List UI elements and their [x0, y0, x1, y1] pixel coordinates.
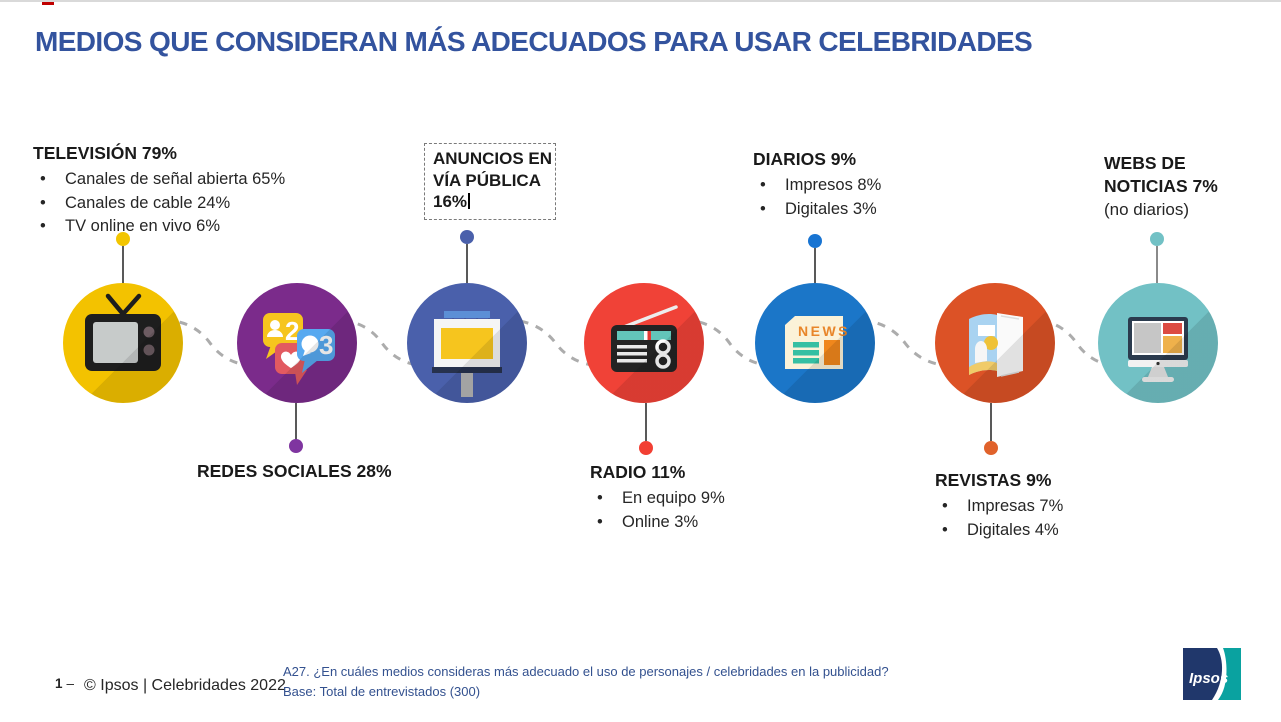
revistas-pin-dot — [984, 441, 998, 455]
footer-copyright-block: 1– © Ipsos | Celebridades 2022 — [55, 676, 286, 695]
diarios-bullets: Impresos 8% Digitales 3% — [753, 174, 881, 221]
webs-title-line2: NOTICIAS 7% — [1104, 176, 1218, 196]
bullet-item: TV online en vivo 6% — [33, 215, 285, 239]
redes-pin-dot — [289, 439, 303, 453]
footer-note-block: A27. ¿En cuáles medios consideras más ad… — [283, 662, 923, 702]
diarios-title: DIARIOS 9% — [753, 149, 857, 169]
red-mark — [42, 2, 54, 5]
television-pin-stem — [122, 246, 124, 283]
news-masthead: NEWS — [798, 323, 850, 339]
magazine-icon — [969, 313, 1023, 377]
radio-bullets: En equipo 9% Online 3% — [590, 487, 725, 534]
redes-pin-stem — [295, 403, 297, 440]
revistas-circle[interactable] — [935, 283, 1055, 403]
window-top-edge — [0, 0, 1281, 2]
bullet-item: Digitales 4% — [935, 519, 1063, 543]
anuncios-pin-dot — [460, 230, 474, 244]
bullet-item: Canales de cable 24% — [33, 192, 285, 216]
anuncios-line-3: 16% — [433, 192, 468, 211]
radio-title: RADIO 11% — [590, 462, 686, 482]
revistas-title: REVISTAS 9% — [935, 470, 1052, 490]
newspaper-icon: NEWS — [785, 316, 850, 369]
footer-copyright: © Ipsos | Celebridades 2022 — [84, 677, 286, 694]
ipsos-logo-graphic: Ipsos — [1183, 648, 1241, 700]
base-note: Base: Total de entrevistados (300) — [283, 684, 481, 699]
redes-sociales-title: REDES SOCIALES 28% — [197, 461, 392, 481]
diarios-pin-dot — [808, 234, 822, 248]
webs-pin-dot — [1150, 232, 1164, 246]
billboard-icon — [432, 311, 502, 397]
bullet-item: Impresas 7% — [935, 495, 1063, 519]
television-bullets: Canales de señal abierta 65% Canales de … — [33, 168, 285, 239]
page-number: 1 — [55, 676, 63, 691]
diarios-label-block[interactable]: DIARIOS 9% Impresos 8% Digitales 3% — [753, 148, 881, 221]
social-badge-2: 2 — [285, 316, 299, 346]
radio-icon — [611, 305, 678, 372]
anuncios-circle[interactable] — [407, 283, 527, 403]
text-cursor — [468, 193, 470, 209]
anuncios-textbox[interactable]: ANUNCIOS EN VÍA PÚBLICA 16% — [424, 143, 556, 220]
bullet-item: Digitales 3% — [753, 198, 881, 222]
anuncios-line-1: ANUNCIOS EN — [433, 149, 553, 168]
radio-circle[interactable] — [584, 283, 704, 403]
radio-label-block[interactable]: RADIO 11% En equipo 9% Online 3% — [590, 461, 725, 534]
revistas-pin-stem — [990, 403, 992, 441]
bullet-item: En equipo 9% — [590, 487, 725, 511]
ipsos-logo-text: Ipsos — [1189, 670, 1228, 687]
television-circle[interactable] — [63, 283, 183, 403]
bullet-item: Impresos 8% — [753, 174, 881, 198]
bullet-item: Canales de señal abierta 65% — [33, 168, 285, 192]
footer-dash: – — [66, 676, 75, 691]
redes-sociales-circle[interactable]: 2 3 — [237, 283, 357, 403]
question-note: A27. ¿En cuáles medios consideras más ad… — [283, 664, 889, 679]
revistas-label-block[interactable]: REVISTAS 9% Impresas 7% Digitales 4% — [935, 469, 1063, 542]
diarios-circle[interactable]: NEWS — [755, 283, 875, 403]
webs-subtitle: (no diarios) — [1104, 200, 1190, 219]
anuncios-line-2: VÍA PÚBLICA — [433, 170, 541, 190]
social-notifications-icon: 2 3 — [263, 313, 335, 385]
webs-pin-stem — [1156, 246, 1158, 283]
television-label-block[interactable]: TELEVISIÓN 79% Canales de señal abierta … — [33, 142, 285, 239]
radio-pin-stem — [645, 403, 647, 441]
page-title: MEDIOS QUE CONSIDERAN MÁS ADECUADOS PARA… — [35, 26, 1033, 57]
ipsos-logo: Ipsos — [1183, 648, 1241, 700]
bullet-item: Online 3% — [590, 511, 725, 535]
revistas-bullets: Impresas 7% Digitales 4% — [935, 495, 1063, 542]
social-badge-3: 3 — [319, 330, 333, 360]
redes-sociales-label-block[interactable]: REDES SOCIALES 28% — [197, 460, 392, 483]
anuncios-pin-stem — [466, 244, 468, 283]
webs-noticias-label-block[interactable]: WEBS DE NOTICIAS 7% (no diarios) — [1104, 152, 1244, 222]
webs-title-line1: WEBS DE — [1104, 153, 1186, 173]
television-title: TELEVISIÓN 79% — [33, 143, 177, 163]
tv-icon — [85, 293, 161, 371]
diarios-pin-stem — [814, 248, 816, 283]
monitor-icon — [1128, 317, 1188, 382]
radio-pin-dot — [639, 441, 653, 455]
webs-circle[interactable] — [1098, 283, 1218, 403]
